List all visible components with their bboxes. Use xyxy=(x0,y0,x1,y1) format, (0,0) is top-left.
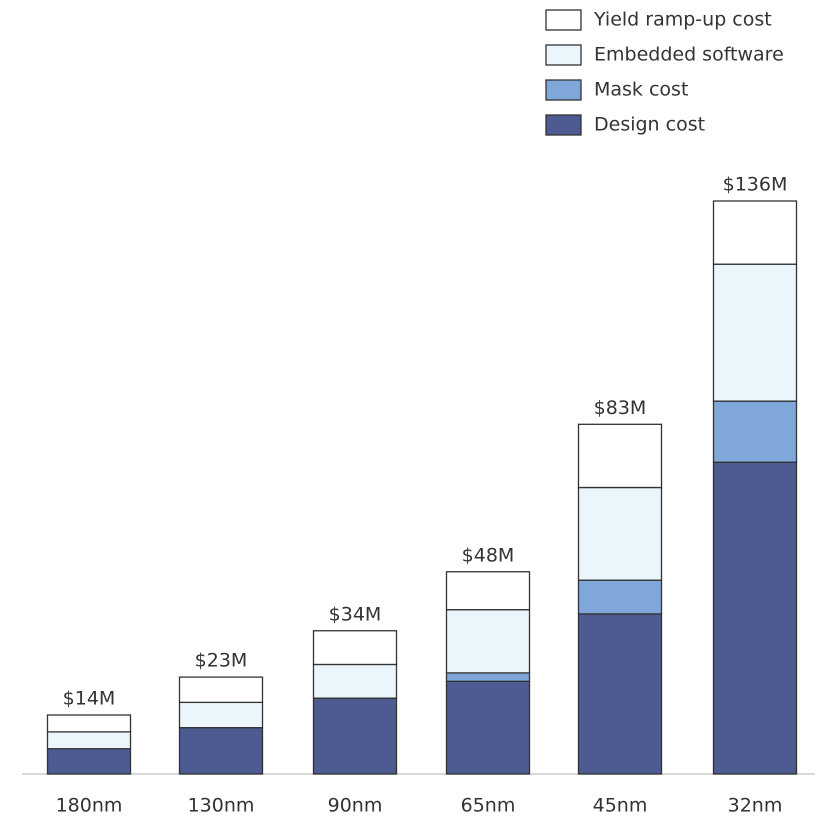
bar-segment xyxy=(577,579,663,615)
x-tick-label: 130nm xyxy=(188,795,255,817)
bar-segment xyxy=(312,663,398,699)
bar-segment xyxy=(178,676,264,704)
bar-segment xyxy=(46,714,132,733)
bar-segment xyxy=(178,701,264,729)
x-tick-label: 90nm xyxy=(328,795,383,817)
legend-swatch xyxy=(545,9,582,31)
bar-segment xyxy=(577,486,663,581)
total-label: $14M xyxy=(63,688,116,710)
total-label: $23M xyxy=(195,650,248,672)
bar-segment xyxy=(46,748,132,775)
total-label: $136M xyxy=(723,174,788,196)
bar-segment xyxy=(577,613,663,775)
bar-segment xyxy=(445,672,531,682)
total-label: $34M xyxy=(329,603,382,625)
bar-segment xyxy=(712,263,798,402)
legend-swatch xyxy=(545,44,582,66)
x-tick-label: 65nm xyxy=(461,795,516,817)
total-label: $83M xyxy=(594,397,647,419)
total-label: $48M xyxy=(462,544,515,566)
bar-segment xyxy=(178,727,264,775)
legend-label: Mask cost xyxy=(594,79,688,101)
bar-segment xyxy=(445,571,531,611)
bar-segment xyxy=(445,609,531,674)
x-tick-label: 32nm xyxy=(728,795,783,817)
x-tick-label: 180nm xyxy=(56,795,123,817)
legend-label: Embedded software xyxy=(594,44,784,66)
x-tick-label: 45nm xyxy=(593,795,648,817)
bar-segment xyxy=(312,697,398,775)
bar-segment xyxy=(577,423,663,489)
legend-swatch xyxy=(545,79,582,101)
bar-segment xyxy=(445,680,531,775)
bar-segment xyxy=(712,400,798,463)
legend-label: Design cost xyxy=(594,114,705,136)
bar-segment xyxy=(712,461,798,775)
legend-swatch xyxy=(545,114,582,136)
bar-segment xyxy=(712,200,798,265)
bar-segment xyxy=(46,731,132,750)
bar-segment xyxy=(312,630,398,666)
legend-label: Yield ramp-up cost xyxy=(593,9,772,31)
